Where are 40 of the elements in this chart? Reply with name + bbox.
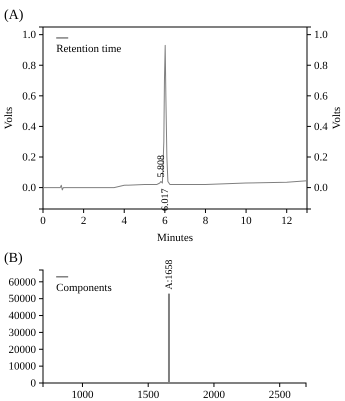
annotation: 5.808 [156,154,167,178]
y-tick-label: 50000 [8,293,36,306]
x-tick-label: 1500 [137,388,160,401]
x-tick-label: 0 [40,214,46,227]
y-tick-label: 40000 [8,310,36,322]
y-tick-label: 20000 [8,344,36,356]
y-tick-label: 0.0 [22,182,36,194]
y-tick-label: 0.6 [22,90,36,102]
x-tick-label: 8 [202,214,209,227]
y-tick-label: 10000 [8,360,36,373]
x-axis-title: Minutes [156,232,194,244]
y-tick-label: 0 [30,378,36,390]
y-tick-label: 30000 [8,326,36,339]
y2-axis-title: Volts [331,106,343,130]
x-tick-label: 4 [121,214,128,227]
y2-tick-label: 0.0 [314,182,328,194]
y2-tick-label: 0.8 [314,60,328,72]
x-tick-label: 10 [240,214,252,227]
legend-label: Retention time [56,42,122,55]
chart-title: (A) [4,8,24,23]
y-tick-label: 0.2 [22,152,36,164]
y-axis-title: Volts [3,106,15,130]
x-tick-label: 12 [281,214,292,227]
x-tick-label: 2500 [268,388,292,401]
y2-tick-label: 0.2 [314,152,328,164]
y-tick-label: 1.0 [22,29,36,42]
y-tick-label: 0.4 [22,120,36,133]
x-tick-label: 6 [162,214,168,227]
annotation: A:1658 [164,260,175,290]
x-tick-label: 2 [80,214,86,227]
y2-tick-label: 0.4 [314,120,328,133]
x-tick-label: 2000 [202,388,226,401]
y-tick-label: 0.8 [22,60,36,72]
y-tick-label: 60000 [8,276,36,288]
x-tick-label: 1000 [71,388,94,401]
legend-label: Components [56,282,112,294]
y2-tick-label: 1.0 [314,29,328,42]
line-series [42,44,308,190]
y2-tick-label: 0.6 [314,90,328,102]
chart-title: (B) [4,251,23,266]
